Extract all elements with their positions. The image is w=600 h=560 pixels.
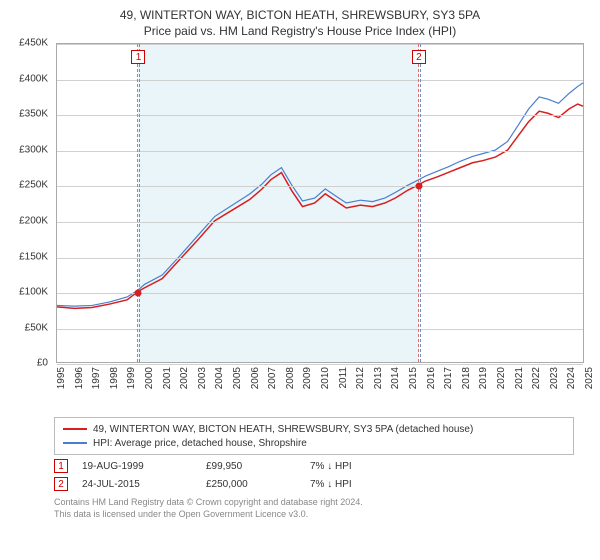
sale-price: £250,000 (206, 479, 296, 490)
y-tick-label: £150K (19, 251, 48, 262)
sale-marker-line-right (420, 44, 421, 362)
sale-price: £99,950 (206, 461, 296, 472)
chart-title: 49, WINTERTON WAY, BICTON HEATH, SHREWSB… (12, 8, 588, 39)
sale-date: 24-JUL-2015 (82, 479, 192, 490)
series-hpi (57, 83, 583, 306)
sale-badge: 2 (412, 50, 426, 64)
sale-marker-line-left (137, 44, 138, 362)
x-tick-label: 2013 (373, 367, 384, 389)
series-price_paid (57, 104, 583, 308)
legend-label: HPI: Average price, detached house, Shro… (93, 438, 307, 449)
gridline-h (57, 80, 583, 81)
x-tick-label: 1997 (91, 367, 102, 389)
x-tick-label: 2010 (320, 367, 331, 389)
gridline-h (57, 186, 583, 187)
x-tick-label: 2018 (461, 367, 472, 389)
x-tick-label: 2012 (355, 367, 366, 389)
x-tick-label: 2025 (584, 367, 595, 389)
sale-marker-line-left (418, 44, 419, 362)
gridline-h (57, 151, 583, 152)
y-tick-label: £350K (19, 109, 48, 120)
x-tick-label: 2009 (302, 367, 313, 389)
x-tick-label: 2008 (285, 367, 296, 389)
x-tick-label: 2004 (214, 367, 225, 389)
x-tick-label: 2019 (478, 367, 489, 389)
x-tick-label: 1995 (56, 367, 67, 389)
sale-badge: 1 (131, 50, 145, 64)
x-tick-label: 2016 (426, 367, 437, 389)
y-tick-label: £250K (19, 180, 48, 191)
x-tick-label: 2003 (197, 367, 208, 389)
y-tick-label: £400K (19, 73, 48, 84)
x-axis: 1995 1996 1997 1998 1999 2000 2001 2002 2003 2004… (56, 363, 584, 411)
x-tick-label: 2011 (338, 367, 349, 389)
gridline-h (57, 115, 583, 116)
title-line-2: Price paid vs. HM Land Registry's House … (12, 24, 588, 40)
y-tick-label: £50K (25, 322, 48, 333)
sale-dot (415, 183, 422, 190)
sale-date: 19-AUG-1999 (82, 461, 192, 472)
legend-swatch (63, 442, 87, 444)
gridline-h (57, 258, 583, 259)
sale-row: 2 24-JUL-2015 £250,000 7% ↓ HPI (54, 477, 588, 491)
x-tick-label: 2000 (144, 367, 155, 389)
title-line-1: 49, WINTERTON WAY, BICTON HEATH, SHREWSB… (12, 8, 588, 24)
legend-swatch (63, 428, 87, 430)
x-tick-label: 2006 (250, 367, 261, 389)
x-tick-label: 2020 (496, 367, 507, 389)
legend-label: 49, WINTERTON WAY, BICTON HEATH, SHREWSB… (93, 424, 473, 435)
gridline-h (57, 329, 583, 330)
x-tick-label: 2014 (390, 367, 401, 389)
x-tick-label: 2024 (566, 367, 577, 389)
arrow-down-icon: ↓ (327, 461, 332, 472)
footer-line-1: Contains HM Land Registry data © Crown c… (54, 497, 588, 509)
sale-pct: 7% ↓ HPI (310, 479, 400, 490)
sale-row: 1 19-AUG-1999 £99,950 7% ↓ HPI (54, 459, 588, 473)
series-svg (57, 44, 583, 362)
footer-line-2: This data is licensed under the Open Gov… (54, 509, 588, 521)
sale-pct: 7% ↓ HPI (310, 461, 400, 472)
y-tick-label: £450K (19, 38, 48, 49)
sale-dot (135, 290, 142, 297)
x-tick-label: 1996 (74, 367, 85, 389)
legend: 49, WINTERTON WAY, BICTON HEATH, SHREWSB… (54, 417, 574, 455)
x-tick-label: 2017 (443, 367, 454, 389)
sale-row-badge: 1 (54, 459, 68, 473)
arrow-down-icon: ↓ (327, 479, 332, 490)
plot-area: 12 (56, 43, 584, 363)
sale-row-badge: 2 (54, 477, 68, 491)
sales-table: 1 19-AUG-1999 £99,950 7% ↓ HPI 2 24-JUL-2015 £… (12, 459, 588, 491)
x-tick-label: 2005 (232, 367, 243, 389)
x-tick-label: 2001 (162, 367, 173, 389)
gridline-h (57, 44, 583, 45)
x-tick-label: 2007 (267, 367, 278, 389)
x-tick-label: 2015 (408, 367, 419, 389)
gridline-h (57, 222, 583, 223)
y-tick-label: £100K (19, 287, 48, 298)
x-tick-label: 2002 (179, 367, 190, 389)
x-tick-label: 2023 (549, 367, 560, 389)
footer-text: Contains HM Land Registry data © Crown c… (54, 497, 588, 520)
sale-marker-line-right (139, 44, 140, 362)
legend-item: 49, WINTERTON WAY, BICTON HEATH, SHREWSB… (63, 422, 565, 436)
x-tick-label: 1999 (126, 367, 137, 389)
x-tick-label: 2022 (531, 367, 542, 389)
y-axis: £0£50K£100K£150K£200K£250K£300K£350K£400… (12, 43, 52, 363)
y-tick-label: £200K (19, 215, 48, 226)
legend-item: HPI: Average price, detached house, Shro… (63, 436, 565, 450)
y-tick-label: £0 (37, 358, 48, 369)
x-tick-label: 2021 (514, 367, 525, 389)
chart-area: £0 £50K £100K £150K £200K £250K £300K £350K £400… (12, 43, 588, 411)
x-tick-label: 1998 (109, 367, 120, 389)
y-tick-label: £300K (19, 144, 48, 155)
